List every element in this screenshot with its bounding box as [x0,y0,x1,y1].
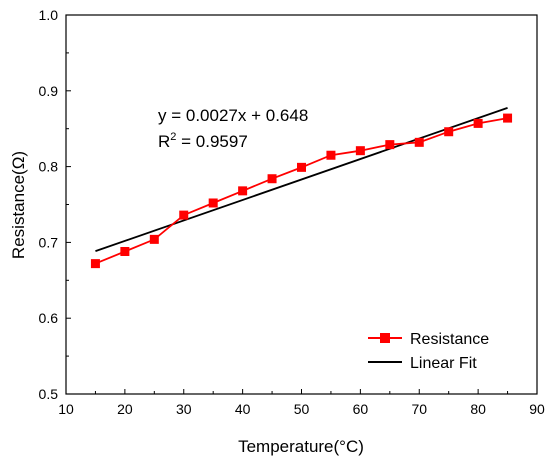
x-axis-title: Temperature(°C) [238,437,364,456]
y-tick-label: 0.9 [39,83,59,99]
resistance-point [90,259,100,269]
y-tick-label: 0.5 [39,386,59,402]
y-tick-label: 0.7 [39,234,59,250]
resistance-point [238,186,248,196]
resistance-point [120,246,130,256]
y-tick-label: 0.6 [39,310,59,326]
x-tick-label: 10 [58,401,74,417]
resistance-point [473,118,483,128]
legend-resistance-marker [380,333,390,343]
fit-equation: y = 0.0027x + 0.648 [158,106,308,125]
y-tick-label: 1.0 [39,7,59,23]
resistance-point [355,146,365,156]
x-tick-label: 90 [529,401,545,417]
resistance-point [179,210,189,220]
resistance-point [208,198,218,208]
x-tick-label: 50 [294,401,310,417]
resistance-point [326,150,336,160]
r-squared: R2 = 0.9597 [158,131,248,151]
legend: Resistance Linear Fit [368,331,489,372]
legend-resistance-label: Resistance [410,331,489,348]
x-tick-label: 70 [411,401,427,417]
x-tick-label: 30 [176,401,192,417]
axis-ticks: 10 20 30 40 50 60 70 80 90 0.5 0.6 0.7 0.8 0.9 1.0 [39,7,545,417]
linear-fit-line [95,107,508,252]
resistance-point [267,174,277,184]
x-tick-label: 40 [235,401,251,417]
legend-fit-label: Linear Fit [410,355,477,372]
resistance-point [444,127,454,137]
resistance-point [385,140,395,150]
resistance-point [414,137,424,147]
y-tick-label: 0.8 [39,159,59,175]
resistance-point [297,162,306,172]
series-layer [90,107,513,269]
x-tick-label: 60 [353,401,369,417]
resistance-point [149,234,159,244]
x-tick-label: 80 [470,401,486,417]
resistance-point [503,113,513,123]
y-axis-title: Resistance(Ω) [9,151,28,259]
x-tick-label: 20 [117,401,133,417]
